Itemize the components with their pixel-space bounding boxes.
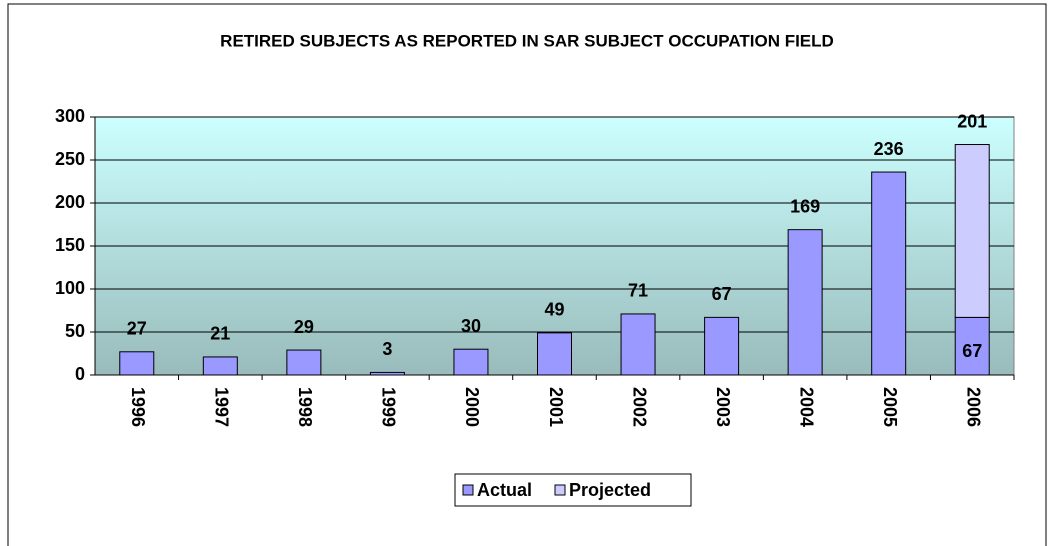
bar (954, 144, 990, 318)
bar (787, 229, 823, 376)
legend-swatch (462, 484, 474, 496)
data-label: 201 (957, 111, 987, 131)
y-tick-label: 50 (65, 321, 85, 341)
legend-label: Actual (477, 480, 532, 500)
x-tick-label: 1999 (379, 387, 399, 427)
data-label: 3 (382, 339, 392, 359)
x-tick-label: 2001 (546, 387, 566, 427)
data-label: 49 (544, 300, 564, 320)
y-tick-label: 300 (55, 106, 85, 126)
y-tick-label: 250 (55, 149, 85, 169)
x-tick-label: 2000 (462, 387, 482, 427)
legend-label: Projected (569, 480, 651, 500)
x-tick-label: 2005 (880, 387, 900, 427)
bar (453, 348, 489, 376)
y-tick-label: 100 (55, 278, 85, 298)
data-label: 30 (461, 316, 481, 336)
data-label: 27 (127, 319, 147, 339)
data-label: 236 (874, 139, 904, 159)
bar (620, 313, 656, 376)
x-tick-label: 2002 (629, 387, 649, 427)
data-label: 169 (790, 196, 820, 216)
x-tick-label: 2003 (713, 387, 733, 427)
data-label: 67 (962, 341, 982, 361)
x-tick-label: 2006 (963, 387, 983, 427)
bar (369, 371, 405, 376)
x-tick-label: 1996 (128, 387, 148, 427)
data-label: 67 (712, 284, 732, 304)
x-tick-label: 2004 (796, 387, 816, 427)
legend-swatch (554, 484, 566, 496)
y-tick-label: 0 (75, 364, 85, 384)
bar (119, 351, 155, 376)
data-label: 21 (210, 324, 230, 344)
data-label: 71 (628, 281, 648, 301)
bar (704, 316, 740, 376)
y-tick-label: 200 (55, 192, 85, 212)
bar (537, 332, 572, 376)
x-tick-label: 1998 (295, 387, 315, 427)
y-tick-label: 150 (55, 235, 85, 255)
x-tick-label: 1997 (212, 387, 232, 427)
bar (954, 316, 990, 376)
bar (286, 349, 322, 376)
legend-box (454, 473, 692, 507)
data-label: 29 (294, 317, 314, 337)
bar (202, 356, 238, 376)
chart-title: RETIRED SUBJECTS AS REPORTED IN SAR SUBJ… (220, 31, 834, 50)
bar (871, 171, 907, 376)
